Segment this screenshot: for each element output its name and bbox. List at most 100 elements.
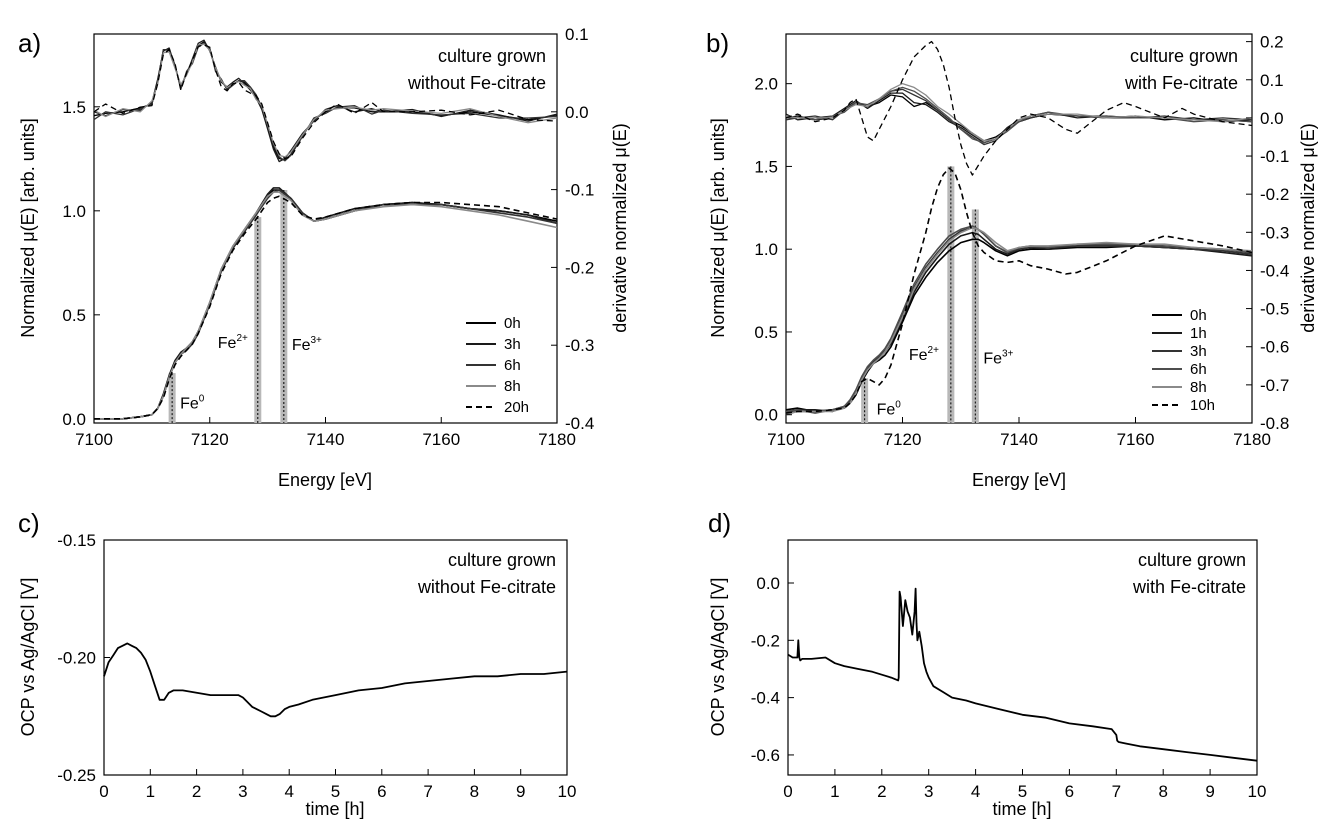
ion-label-b-2: Fe3+	[983, 348, 1013, 367]
panel-b: b) 7100 7120 7140 7160 7180 0.0 0.5 1.0 1.5 2.0 0.…	[706, 28, 1318, 490]
y-tick-label-c-2: -0.25	[57, 766, 96, 785]
xanes-line-a-3h	[94, 187, 558, 420]
x-tick-label-c-6: 6	[377, 782, 386, 801]
x-tick-label-c-2: 2	[192, 782, 201, 801]
x-axis-label-b: Energy [eV]	[972, 470, 1066, 490]
derivative-line-b-3h	[785, 88, 1253, 146]
legend-label-b-10h: 10h	[1190, 397, 1215, 414]
x-tick-label-b-7100: 7100	[767, 430, 805, 449]
x-tick-label-d-9: 9	[1205, 782, 1214, 801]
xanes-line-b-10h	[785, 167, 1253, 414]
x-tick-label-b-7140: 7140	[1000, 430, 1038, 449]
x-tick-label-b-7180: 7180	[1233, 430, 1271, 449]
edge-marker-band-b-2	[971, 209, 979, 423]
annotation-d-line1: culture grown	[1138, 550, 1246, 570]
x-tick-label-a-7160: 7160	[422, 430, 460, 449]
y2-tick-label-b-10: -0.8	[1260, 414, 1289, 433]
y2-tick-label-b-8: -0.6	[1260, 338, 1289, 357]
legend-label-a-8h: 8h	[504, 378, 521, 395]
series-lines-a	[93, 39, 558, 420]
derivative-line-a-20h	[93, 44, 558, 160]
annotation-c-line2: without Fe-citrate	[417, 577, 556, 597]
y2-tick-label-b-9: -0.7	[1260, 376, 1289, 395]
plot-frame-c	[103, 539, 568, 776]
x-tick-label-c-7: 7	[423, 782, 432, 801]
y-tick-label-b-0: 0.0	[754, 406, 778, 425]
panel-d: d) 0 1 2 3 4 5 6 7 8 9 10 0.0 -0.2 -0.4 -0.6 culture g…	[708, 508, 1266, 819]
edge-markers-a	[168, 190, 288, 423]
y2-tick-label-b-0: 0.2	[1260, 33, 1284, 52]
panel-letter-c: c)	[18, 508, 40, 538]
x-tick-label-c-8: 8	[470, 782, 479, 801]
ion-label-b-0: Fe0	[877, 400, 902, 419]
y-tick-label-d-3: -0.6	[751, 746, 780, 765]
y-tick-label-d-0: 0.0	[756, 574, 780, 593]
y2-tick-label-b-2: 0.0	[1260, 109, 1284, 128]
x-tick-label-c-3: 3	[238, 782, 247, 801]
y2-tick-label-b-6: -0.4	[1260, 261, 1289, 280]
x-axis-label-c: time [h]	[305, 799, 364, 819]
legend-label-a-3h: 3h	[504, 336, 521, 353]
ion-label-a-2: Fe3+	[292, 335, 322, 354]
y2-tick-label-b-3: -0.1	[1260, 147, 1289, 166]
x-tick-label-d-6: 6	[1065, 782, 1074, 801]
ion-labels-a: Fe0 Fe2+ Fe3+	[180, 333, 322, 412]
x-tick-label-c-5: 5	[331, 782, 340, 801]
x-tick-label-d-5: 5	[1018, 782, 1027, 801]
x-tick-label-d-2: 2	[877, 782, 886, 801]
x-tick-label-b-7160: 7160	[1117, 430, 1155, 449]
annotation-b-line2: with Fe-citrate	[1124, 73, 1238, 93]
ocp-line-c	[103, 642, 568, 718]
y-tick-label-c-0: -0.15	[57, 531, 96, 550]
legend-label-b-1h: 1h	[1190, 325, 1207, 342]
y-tick-label-a-0: 0.0	[62, 410, 86, 429]
series-lines-b	[785, 40, 1253, 416]
panel-letter-d: d)	[708, 508, 731, 538]
annotation-c-line1: culture grown	[448, 550, 556, 570]
xanes-line-a-8h	[94, 191, 558, 420]
y-tick-label-b-2: 1.0	[754, 240, 778, 259]
legend-label-b-0h: 0h	[1190, 307, 1207, 324]
panel-letter-b: b)	[706, 28, 729, 58]
x-tick-label-b-7120: 7120	[884, 430, 922, 449]
x-tick-label-d-4: 4	[971, 782, 980, 801]
y-tick-label-d-1: -0.2	[751, 631, 780, 650]
xanes-line-a-0h	[94, 189, 558, 420]
y2-tick-label-b-4: -0.2	[1260, 185, 1289, 204]
ticks-a: 7100 7120 7140 7160 7180 0.0 0.5 1.0 1.5 0.1 0.0 -0…	[62, 25, 594, 449]
edge-markers-b	[861, 166, 979, 423]
x-tick-label-d-7: 7	[1112, 782, 1121, 801]
edge-marker-band-b-0	[861, 378, 869, 423]
x-axis-label-d: time [h]	[992, 799, 1051, 819]
ticks-b: 7100 7120 7140 7160 7180 0.0 0.5 1.0 1.5 2.0 0.2 0.…	[754, 33, 1289, 449]
y-tick-label-a-2: 1.0	[62, 202, 86, 221]
xanes-line-b-3h	[785, 226, 1253, 414]
x-tick-label-c-10: 10	[558, 782, 577, 801]
derivative-line-b-8h	[785, 82, 1253, 142]
legend-label-b-3h: 3h	[1190, 343, 1207, 360]
y2-tick-label-a-1: 0.0	[565, 103, 589, 122]
y-axis-label-a: Normalized μ(E) [arb. units]	[18, 118, 38, 337]
x-tick-label-c-0: 0	[99, 782, 108, 801]
xanes-line-b-0h	[785, 238, 1253, 413]
y2-tick-label-b-7: -0.5	[1260, 300, 1289, 319]
y-tick-label-b-4: 2.0	[754, 75, 778, 94]
y2-tick-label-b-1: 0.1	[1260, 71, 1284, 90]
y-tick-label-c-1: -0.20	[57, 649, 96, 668]
x-tick-label-d-3: 3	[924, 782, 933, 801]
y2-tick-label-b-5: -0.3	[1260, 223, 1289, 242]
edge-marker-band-a-1	[254, 217, 262, 423]
xanes-line-b-8h	[785, 226, 1253, 416]
y-tick-label-a-1: 0.5	[62, 306, 86, 325]
xanes-line-b-1h	[785, 231, 1253, 413]
legend-label-a-20h: 20h	[504, 399, 529, 416]
panel-a: a) 7100 7120 7140 7160 7180 0.0 0.5 1.0 1.5 0.1 0.…	[18, 25, 630, 490]
legend-a: 0h 3h 6h 8h 20h	[466, 315, 529, 416]
y2-tick-label-a-5: -0.4	[565, 414, 594, 433]
xanes-line-b-6h	[785, 225, 1253, 414]
x-tick-label-a-7100: 7100	[75, 430, 113, 449]
annotation-b-line1: culture grown	[1130, 46, 1238, 66]
x-tick-label-d-0: 0	[783, 782, 792, 801]
panel-letter-a: a)	[18, 28, 41, 58]
ticks-d: 0 1 2 3 4 5 6 7 8 9 10 0.0 -0.2 -0.4 -0.6	[751, 574, 1267, 801]
